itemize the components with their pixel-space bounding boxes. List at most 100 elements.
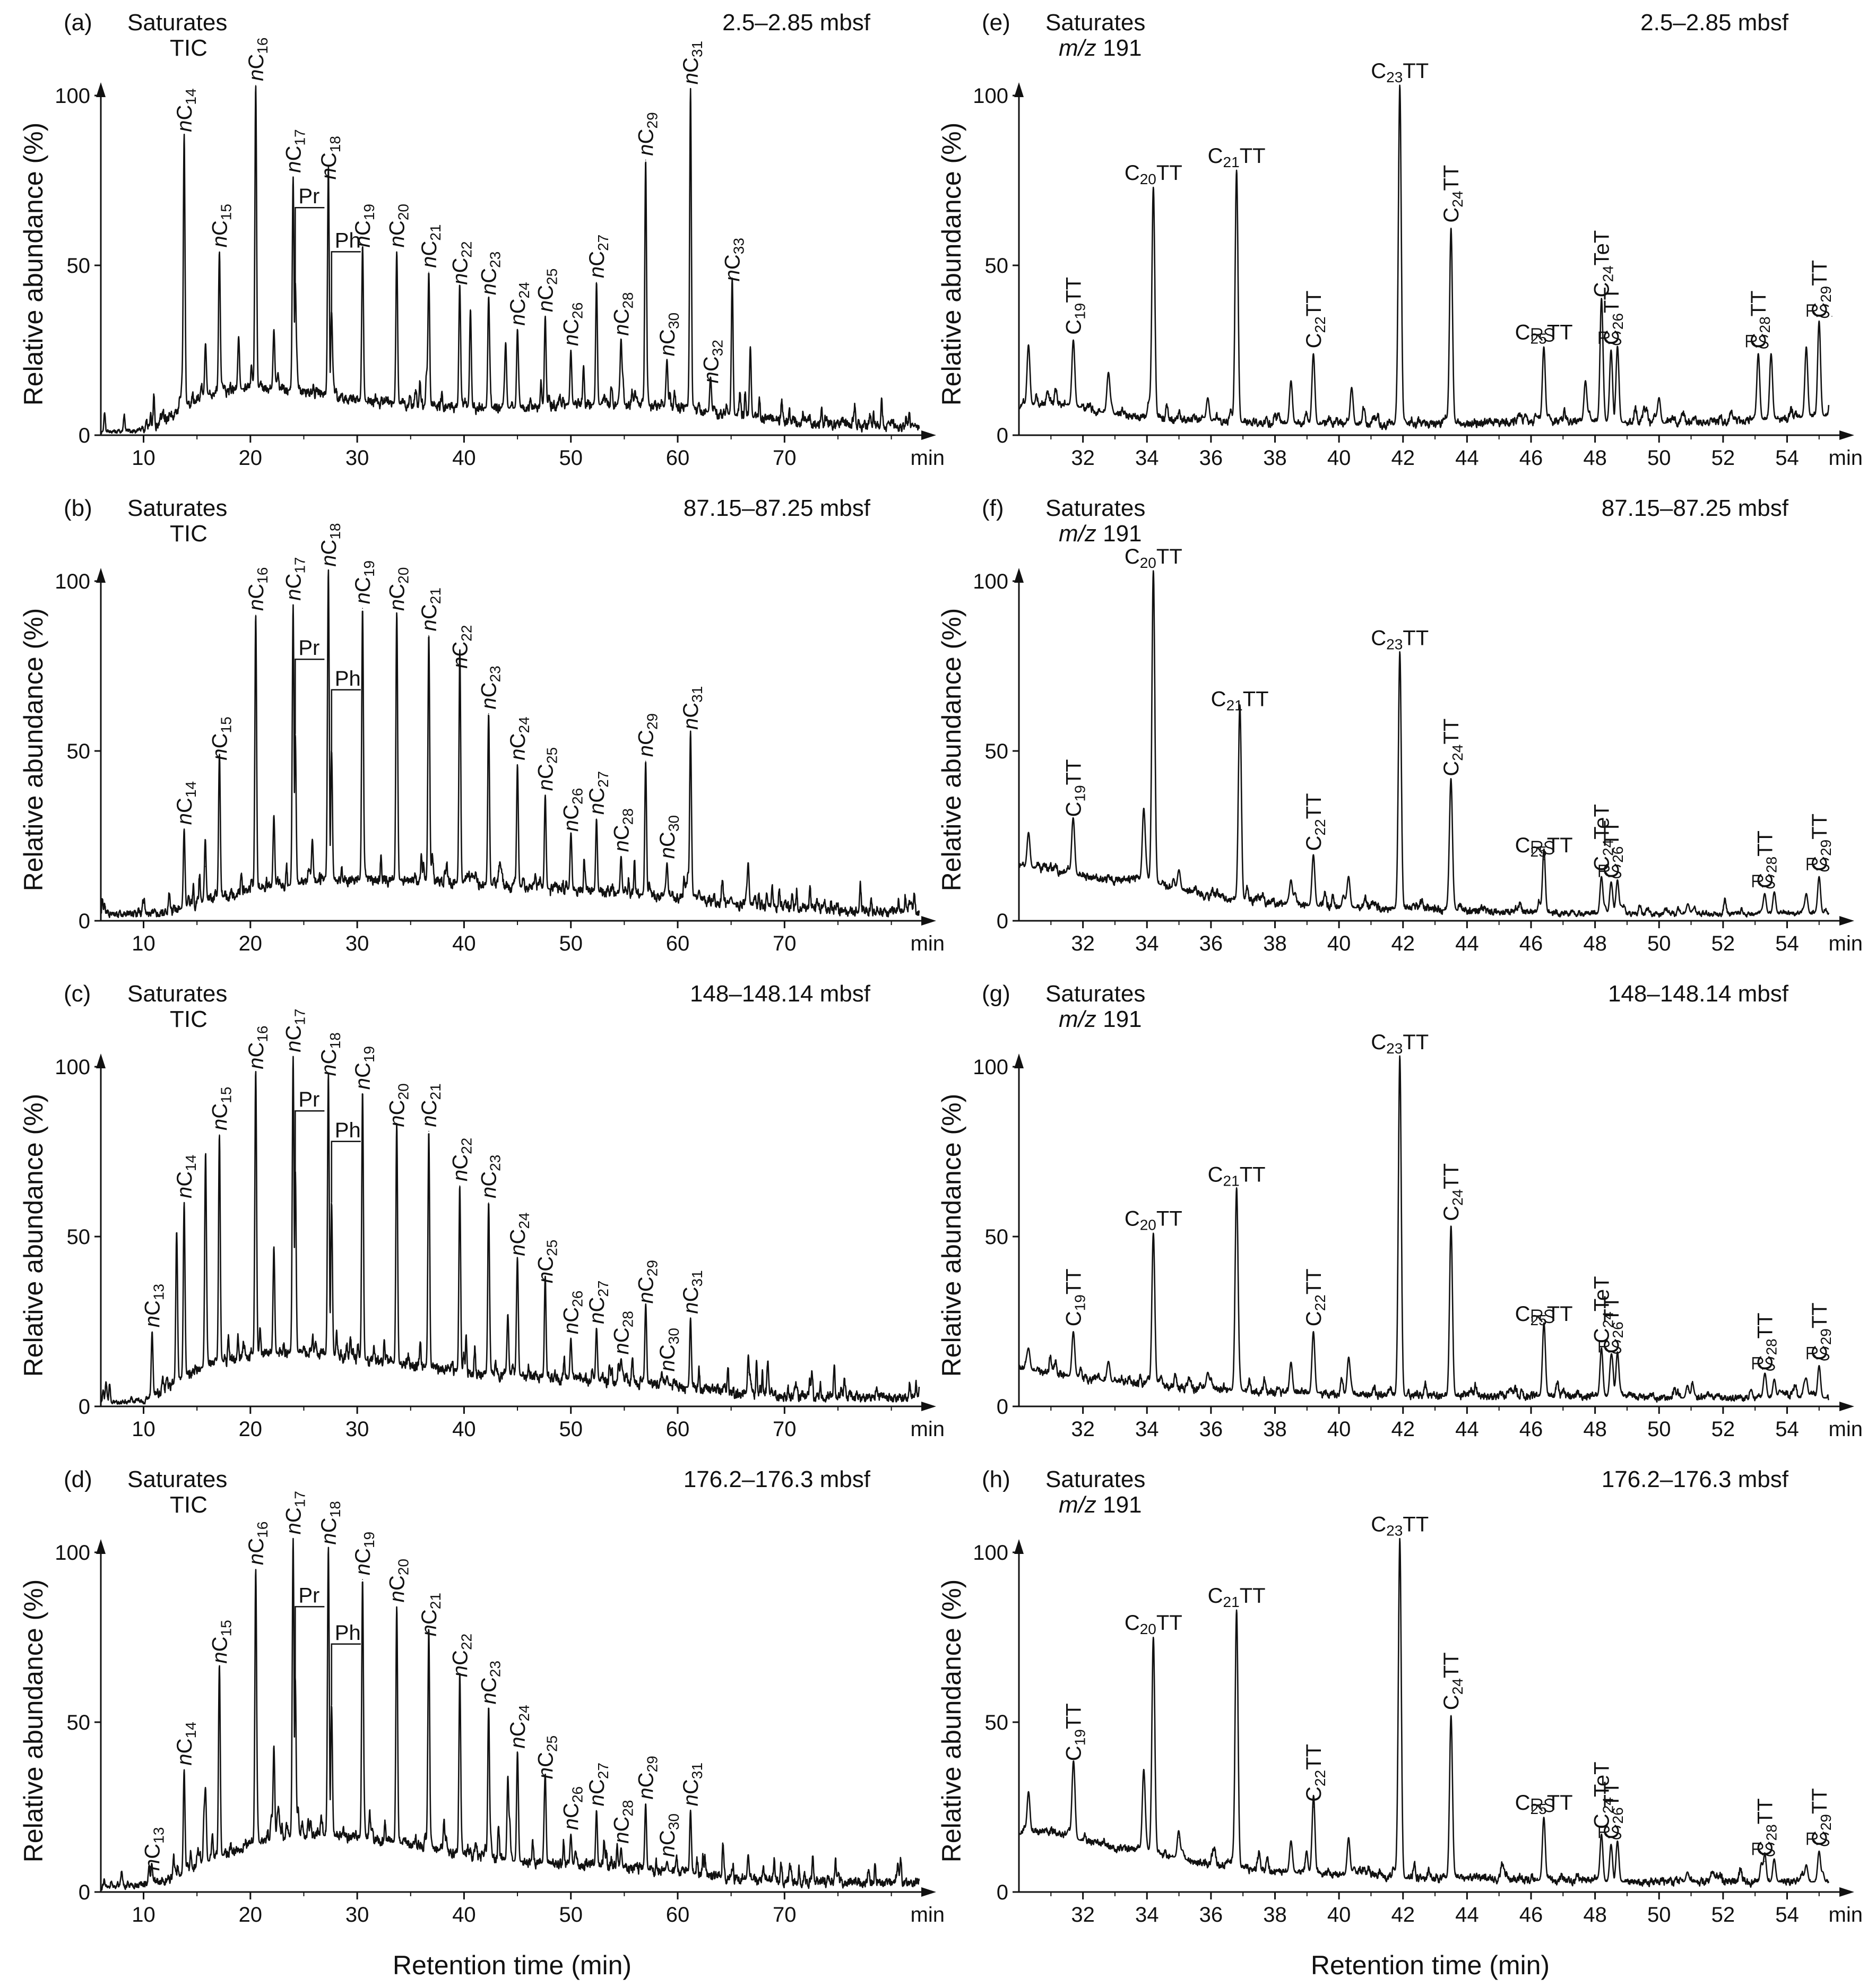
peak-apex bbox=[488, 1708, 489, 1709]
y-axis-title: Relative abundance (%) bbox=[19, 123, 48, 406]
peak-label: C25TT bbox=[1515, 1302, 1573, 1328]
peak-label: C23TT bbox=[1371, 626, 1429, 652]
x-tick-label: 32 bbox=[1071, 932, 1095, 955]
epimer-s-icon bbox=[1611, 865, 1622, 879]
peak-apex bbox=[770, 1396, 771, 1397]
y-tick-label: 50 bbox=[985, 740, 1009, 763]
x-tick-label: 50 bbox=[559, 1903, 583, 1926]
x-tick-label: 48 bbox=[1583, 1903, 1607, 1926]
peak-apex bbox=[184, 1202, 185, 1203]
peak-label: nC13 bbox=[141, 1284, 167, 1327]
compound-class: Saturates bbox=[1045, 495, 1145, 521]
x-axis-arrow-icon bbox=[921, 916, 936, 926]
peak-label: C24TT bbox=[1440, 1652, 1466, 1710]
peak-apex bbox=[255, 1073, 256, 1074]
peak-label: nC20 bbox=[386, 1559, 412, 1602]
peak-label: Ph bbox=[335, 667, 361, 690]
peak-apex bbox=[1153, 1232, 1154, 1234]
x-tick-label: 30 bbox=[345, 446, 369, 470]
signal-trace bbox=[100, 569, 920, 918]
peak-apex bbox=[1290, 1362, 1292, 1363]
peak-label: C23TT bbox=[1371, 59, 1429, 85]
signal-trace bbox=[1018, 1537, 1830, 1888]
x-tick-label: 54 bbox=[1775, 932, 1799, 955]
x-tick-label: 52 bbox=[1711, 446, 1735, 470]
peak-apex bbox=[1543, 1328, 1544, 1329]
epimer-s-icon bbox=[1611, 1340, 1622, 1354]
x-tick-label: 52 bbox=[1711, 932, 1735, 955]
x-tick-label: 70 bbox=[773, 1418, 797, 1441]
label-leader bbox=[331, 1643, 361, 1705]
peak-apex bbox=[1805, 346, 1807, 348]
y-tick-label: 0 bbox=[79, 1395, 90, 1419]
label-leader bbox=[295, 1110, 325, 1186]
panel-letter: (e) bbox=[982, 10, 1010, 36]
epimer-s-icon bbox=[1544, 1309, 1554, 1324]
y-axis-arrow-icon bbox=[96, 1053, 106, 1068]
label-leader bbox=[331, 1141, 361, 1203]
peak-apex bbox=[1450, 227, 1452, 229]
peak-label: nC20 bbox=[386, 204, 412, 247]
peak-apex bbox=[645, 159, 646, 161]
peak-apex bbox=[667, 862, 668, 863]
peak-label: nC32 bbox=[699, 340, 725, 383]
x-tick-label: 44 bbox=[1455, 1418, 1479, 1441]
epimer-s-icon bbox=[1819, 1832, 1830, 1846]
x-tick-label: 48 bbox=[1583, 446, 1607, 470]
peak-apex bbox=[645, 1307, 646, 1309]
peak-apex bbox=[1764, 893, 1766, 894]
x-tick-label: 20 bbox=[239, 446, 263, 470]
signal-trace bbox=[100, 1537, 920, 1891]
peak-label: C25TT bbox=[1515, 321, 1573, 347]
label-leader bbox=[295, 1606, 325, 1682]
peak-apex bbox=[1028, 346, 1029, 348]
peak-apex bbox=[1143, 1769, 1145, 1770]
peak-apex bbox=[517, 1260, 518, 1261]
trace-type: m/z 191 bbox=[1059, 1492, 1142, 1518]
peak-label: C19TT bbox=[1062, 277, 1088, 335]
x-tick-label: 34 bbox=[1135, 1418, 1159, 1441]
peak-apex bbox=[292, 1056, 294, 1057]
y-tick-label: 100 bbox=[55, 84, 90, 108]
peak-apex bbox=[184, 135, 185, 137]
signal-trace bbox=[1018, 1055, 1829, 1403]
peak-label: nC14 bbox=[173, 1722, 199, 1765]
peak-apex bbox=[748, 1854, 749, 1855]
peak-apex bbox=[1774, 1379, 1775, 1380]
x-tick-label: 30 bbox=[345, 1903, 369, 1926]
peak-apex bbox=[748, 862, 749, 863]
peak-label: C21TT bbox=[1208, 1584, 1266, 1610]
peak-apex bbox=[1236, 1188, 1237, 1190]
epimer-s-icon bbox=[1544, 1798, 1554, 1812]
x-tick-label: 10 bbox=[132, 1903, 155, 1926]
peak-apex bbox=[1601, 1834, 1602, 1835]
peak-label: nC19 bbox=[351, 560, 377, 604]
peak-apex bbox=[488, 299, 489, 300]
peak-label: nC28 bbox=[610, 808, 636, 852]
peak-label: C19TT bbox=[1062, 759, 1088, 817]
peak-label: nC31 bbox=[679, 1270, 705, 1314]
panel-g: 0 50 100 32 34 36 38 40 42 44 46 48 50 52 54 min Relativ… bbox=[937, 981, 1863, 1441]
peak-apex bbox=[620, 1847, 622, 1848]
epimer-r-icon bbox=[1531, 841, 1543, 854]
peak-apex bbox=[770, 906, 771, 908]
peak-apex bbox=[690, 88, 691, 89]
peak-apex bbox=[362, 608, 363, 609]
peak-apex bbox=[1687, 1389, 1689, 1390]
epimer-r-icon bbox=[1806, 304, 1818, 317]
epimer-s-icon bbox=[1765, 875, 1775, 889]
peak-apex bbox=[488, 1202, 489, 1203]
peak-apex bbox=[1764, 1861, 1766, 1862]
peak-apex bbox=[205, 343, 206, 344]
x-tick-label: 50 bbox=[559, 446, 583, 470]
peak-label: nC30 bbox=[656, 815, 682, 859]
peak-label: nC16 bbox=[245, 1026, 271, 1069]
peak-apex bbox=[1348, 876, 1350, 877]
x-tick-label: 46 bbox=[1519, 932, 1543, 955]
peak-apex bbox=[1348, 1837, 1350, 1838]
peak-label: nC24 bbox=[506, 716, 532, 760]
peak-apex bbox=[1313, 1807, 1314, 1808]
peak-apex bbox=[645, 1803, 646, 1804]
y-tick-label: 50 bbox=[67, 254, 91, 278]
